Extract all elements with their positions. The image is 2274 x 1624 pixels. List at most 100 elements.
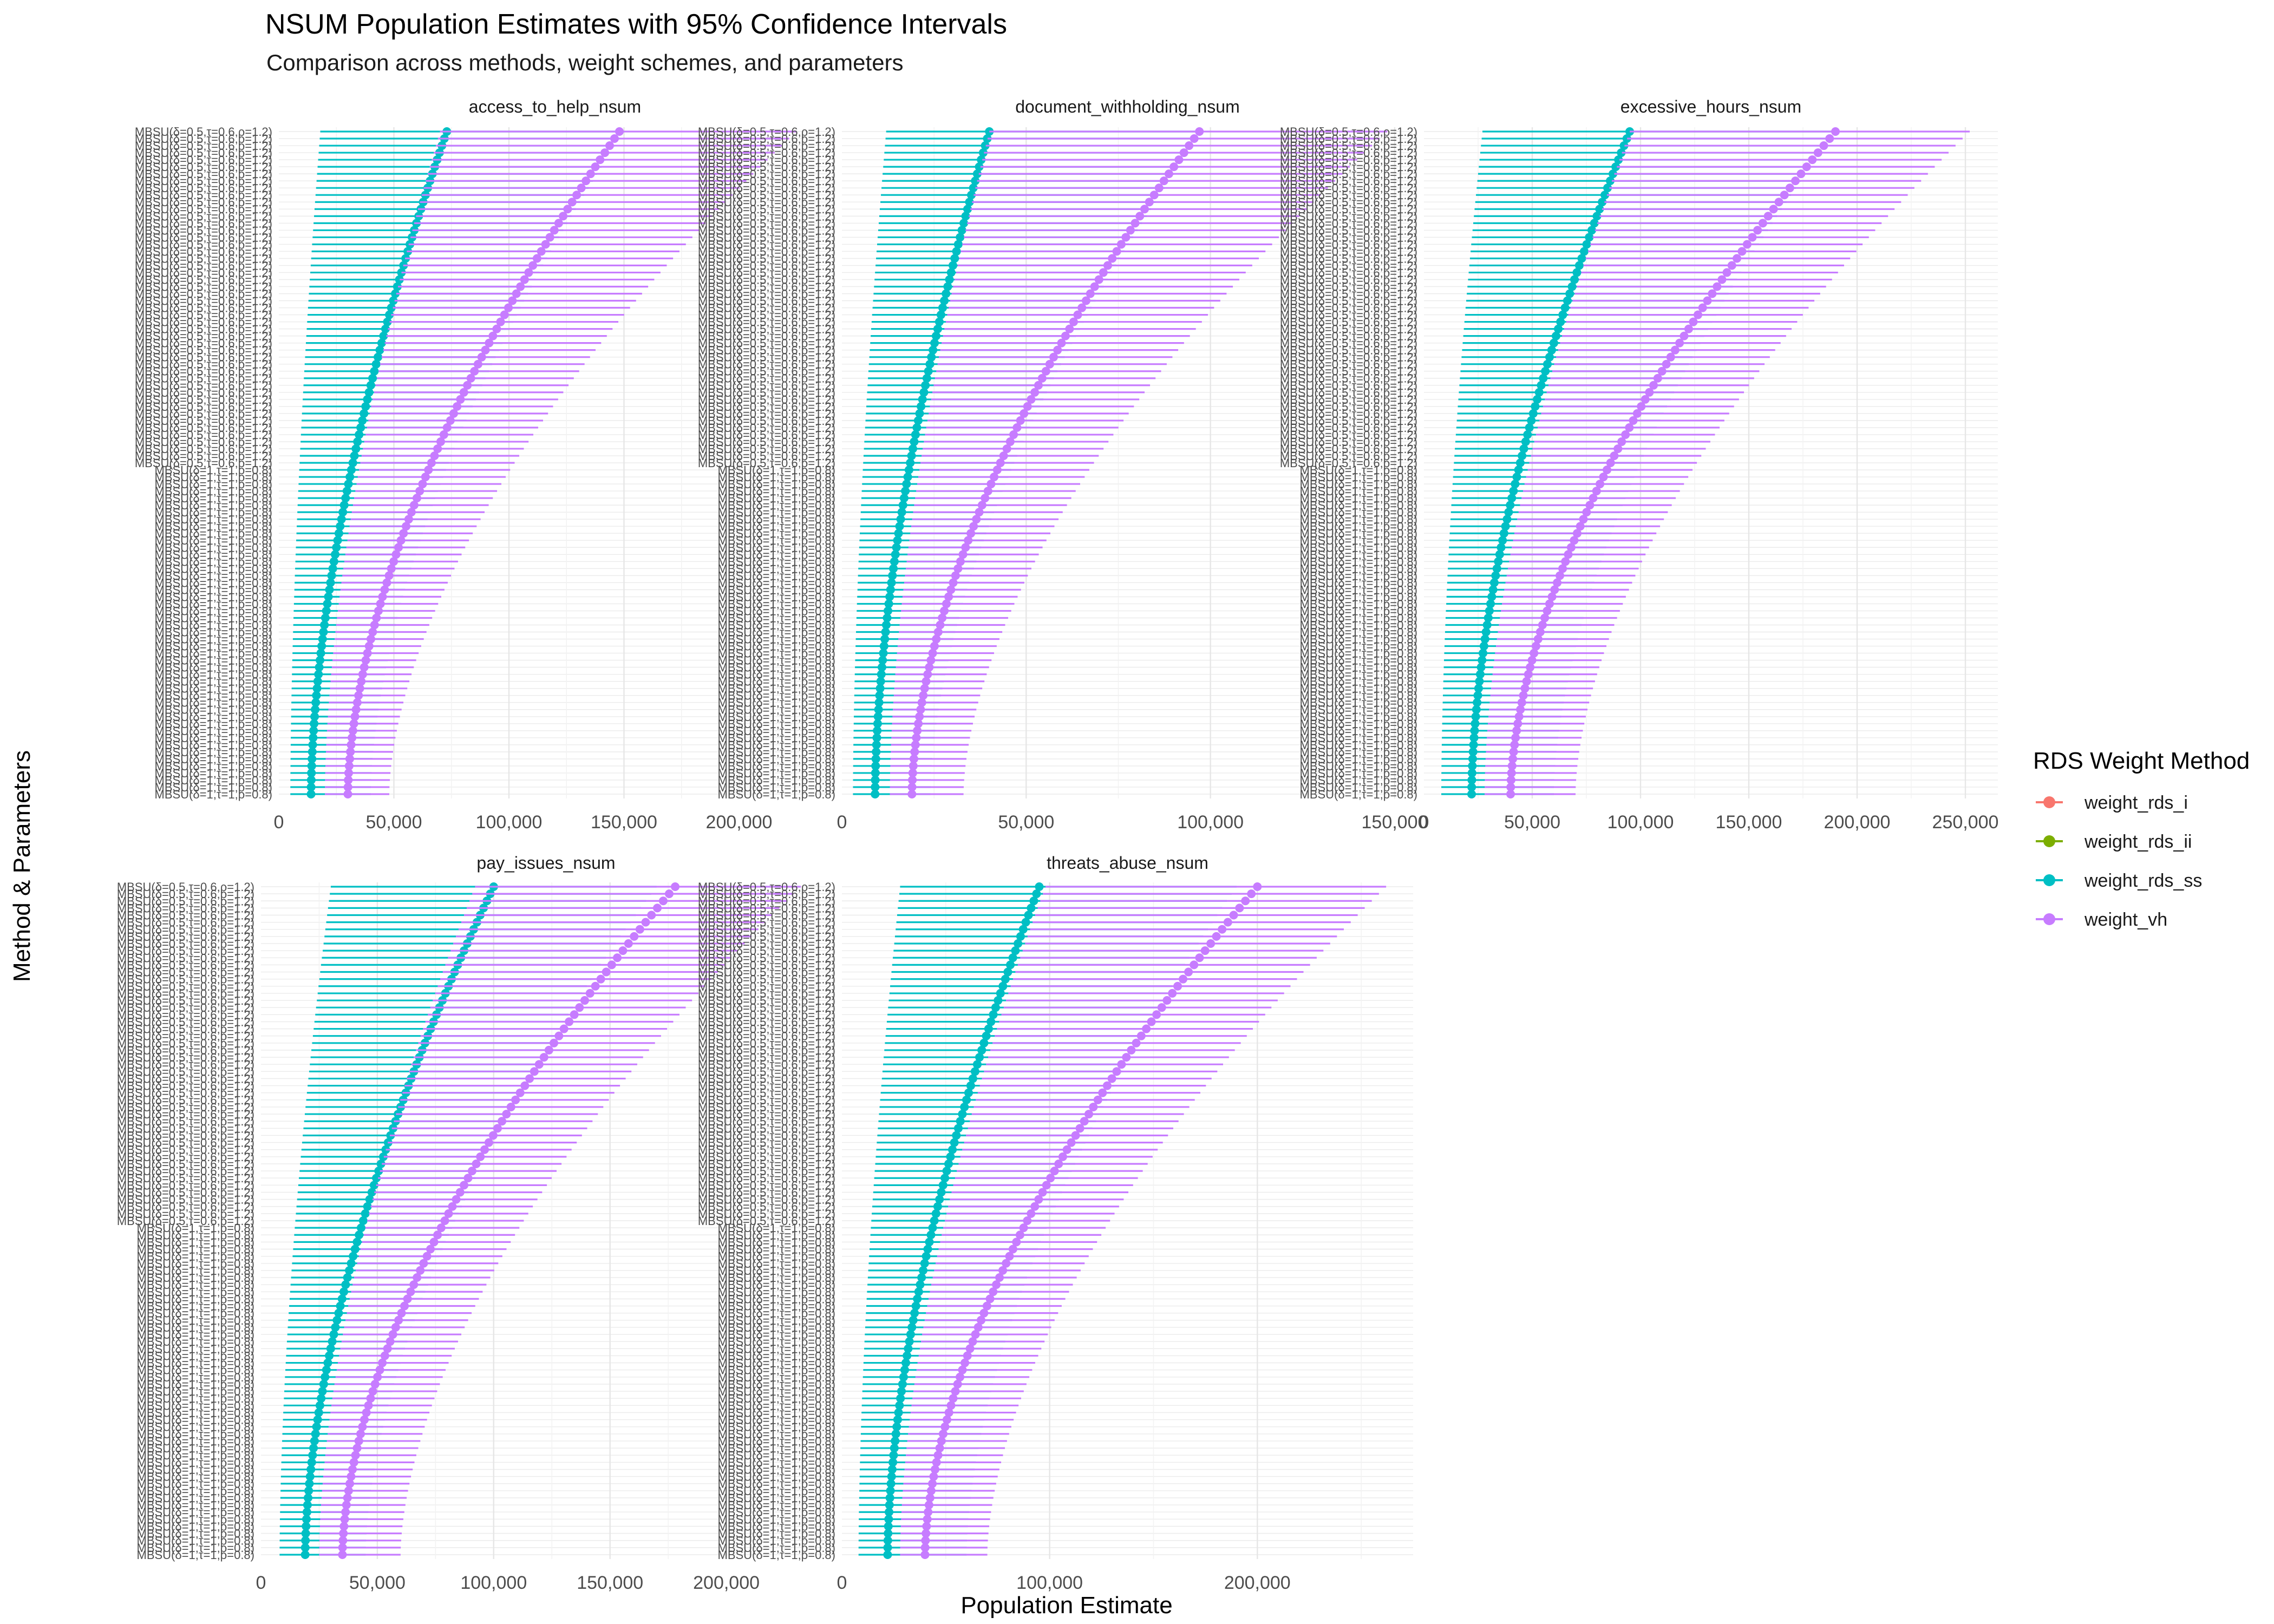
point-weight-rds-ss: [873, 726, 882, 735]
y-tick-label: MBSU(δ=1,τ=1,ρ=0.8): [718, 781, 836, 794]
point-weight-vh: [1049, 352, 1058, 362]
point-weight-vh: [1506, 782, 1515, 791]
y-tick-label: MBSU(δ=0.5,τ=0.6,ρ=1.2): [698, 379, 835, 392]
y-tick-label: MBSU(δ=1,τ=1,ρ=0.8): [718, 1250, 836, 1263]
point-weight-vh: [1763, 212, 1773, 221]
point-weight-rds-ss: [1001, 974, 1010, 984]
y-tick-label: MBSU(δ=0.5,τ=0.6,ρ=1.2): [1280, 358, 1417, 371]
point-weight-vh: [446, 416, 455, 425]
point-weight-rds-ss: [1582, 240, 1591, 249]
y-tick-label: MBSU(δ=0.5,τ=0.6,ρ=1.2): [698, 400, 835, 414]
point-weight-rds-ss: [892, 1422, 901, 1431]
y-tick-label: MBSU(δ=0.5,τ=0.6,ρ=1.2): [135, 217, 272, 230]
y-tick-label: MBSU(δ=1,τ=1,ρ=0.8): [718, 1371, 836, 1384]
point-weight-vh: [360, 1415, 369, 1424]
point-weight-vh: [463, 381, 472, 390]
point-weight-rds-ss: [369, 1181, 378, 1190]
point-weight-rds-ss: [1619, 141, 1629, 150]
y-tick-label: MBSU(δ=1,τ=1,ρ=0.8): [155, 703, 273, 717]
point-weight-vh: [917, 698, 926, 707]
y-tick-label: MBSU(δ=1,τ=1,ρ=0.8): [137, 1314, 255, 1327]
point-weight-vh: [1090, 282, 1099, 291]
point-weight-rds-ss: [1495, 550, 1504, 559]
point-weight-vh: [965, 1344, 975, 1353]
y-tick-label: MBSU(δ=1,τ=1,ρ=0.8): [718, 745, 836, 759]
y-tick-label: MBSU(δ=0.5,τ=0.6,ρ=1.2): [698, 195, 835, 209]
point-weight-rds-ss: [1502, 515, 1512, 524]
point-weight-vh: [368, 1387, 377, 1396]
point-weight-rds-ss: [952, 1131, 961, 1140]
point-weight-vh: [345, 754, 354, 763]
point-weight-rds-ss: [1488, 585, 1498, 594]
point-weight-rds-ss: [328, 564, 337, 573]
point-weight-rds-ss: [886, 1479, 896, 1488]
y-tick-label: MBSU(δ=1,τ=1,ρ=0.8): [155, 562, 273, 575]
point-weight-vh: [348, 726, 357, 735]
point-weight-rds-ss: [302, 1508, 311, 1517]
point-weight-vh: [1195, 127, 1204, 136]
y-tick-label: MBSU(δ=1,τ=1,ρ=0.8): [137, 1527, 255, 1541]
point-weight-vh: [1012, 423, 1022, 432]
point-weight-vh: [480, 1145, 489, 1154]
y-tick-label: MBSU(δ=0.5,τ=0.6,ρ=1.2): [135, 160, 272, 174]
point-weight-rds-ss: [310, 719, 319, 728]
point-weight-vh: [956, 557, 965, 566]
y-tick-label: MBSU(δ=0.5,τ=0.6,ρ=1.2): [698, 174, 835, 188]
point-weight-vh: [459, 388, 468, 397]
y-tick-label: MBSU(δ=1,τ=1,ρ=0.8): [718, 1385, 836, 1398]
point-weight-rds-ss: [957, 226, 966, 235]
point-weight-vh: [1572, 529, 1582, 538]
y-tick-label: MBSU(δ=0.5,τ=0.6,ρ=1.2): [698, 209, 835, 223]
point-weight-rds-ss: [929, 345, 938, 355]
point-weight-rds-ss: [926, 1230, 936, 1240]
y-tick-label: MBSU(δ=0.5,τ=0.6,ρ=1.2): [117, 1200, 254, 1214]
point-weight-rds-ss: [883, 1550, 892, 1559]
y-tick-label: MBSU(δ=1,τ=1,ρ=0.8): [137, 1406, 255, 1419]
y-tick-label: MBSU(δ=0.5,τ=0.6,ρ=1.2): [698, 160, 835, 174]
point-weight-vh: [975, 508, 984, 517]
y-tick-label: MBSU(δ=1,τ=1,ρ=0.8): [1300, 569, 1418, 582]
y-tick-label: MBSU(δ=1,τ=1,ρ=0.8): [718, 689, 836, 703]
point-weight-rds-ss: [1534, 388, 1544, 397]
y-tick-label: MBSU(δ=0.5,τ=0.6,ρ=1.2): [698, 887, 835, 901]
point-weight-vh: [1808, 155, 1817, 165]
point-weight-vh: [493, 1124, 502, 1133]
y-tick-label: MBSU(δ=0.5,τ=0.6,ρ=1.2): [1280, 456, 1417, 470]
point-weight-vh: [1526, 663, 1535, 672]
y-tick-label: MBSU(δ=1,τ=1,ρ=0.8): [137, 1413, 255, 1427]
point-weight-vh: [1038, 1188, 1047, 1197]
point-weight-vh: [1753, 226, 1762, 235]
point-weight-rds-ss: [953, 240, 963, 249]
point-weight-vh: [1057, 338, 1066, 348]
point-weight-rds-ss: [887, 578, 896, 587]
point-weight-rds-ss: [1560, 303, 1570, 312]
y-tick-label: MBSU(δ=0.5,τ=0.6,ρ=1.2): [135, 400, 272, 414]
point-weight-vh: [1045, 359, 1054, 369]
point-weight-rds-ss: [1609, 169, 1618, 179]
point-weight-vh: [347, 1472, 356, 1481]
y-tick-label: MBSU(δ=0.5,τ=0.6,ρ=1.2): [117, 1079, 254, 1093]
point-weight-vh: [1098, 1088, 1107, 1097]
point-weight-vh: [979, 1308, 989, 1318]
point-weight-rds-ss: [928, 1223, 937, 1233]
point-weight-vh: [1506, 775, 1515, 784]
y-tick-label: MBSU(δ=1,τ=1,ρ=0.8): [155, 484, 273, 498]
point-weight-rds-ss: [331, 550, 340, 559]
point-weight-rds-ss: [873, 719, 882, 728]
point-weight-rds-ss: [874, 698, 884, 707]
point-weight-vh: [1547, 592, 1557, 601]
point-weight-rds-ss: [312, 1422, 321, 1431]
y-tick-label: MBSU(δ=0.5,τ=0.6,ρ=1.2): [135, 266, 272, 279]
point-weight-vh: [433, 444, 442, 453]
y-tick-label: MBSU(δ=1,τ=1,ρ=0.8): [155, 492, 273, 505]
x-tick-label: 50,000: [1504, 812, 1560, 833]
point-weight-vh: [1621, 430, 1630, 439]
point-weight-vh: [382, 578, 391, 587]
point-weight-rds-ss: [943, 282, 952, 291]
point-weight-vh: [1112, 247, 1121, 256]
point-weight-vh: [415, 487, 424, 496]
y-tick-label: MBSU(δ=1,τ=1,ρ=0.8): [1300, 499, 1418, 512]
point-weight-rds-ss: [872, 747, 881, 756]
point-weight-rds-ss: [945, 275, 954, 284]
point-weight-vh: [1009, 430, 1018, 439]
